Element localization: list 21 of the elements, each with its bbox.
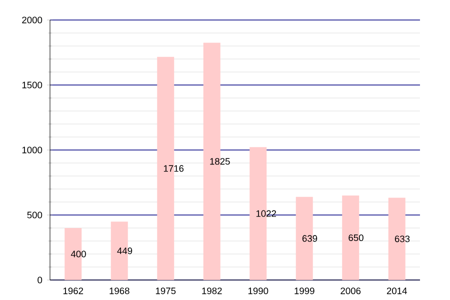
data-label: 449 (117, 248, 132, 254)
data-label: 1825 (210, 158, 230, 165)
y-tick-label: 0 (38, 276, 42, 284)
data-label: 639 (302, 235, 318, 242)
x-tick-label: 2006 (340, 288, 361, 294)
data-label: 1022 (256, 210, 276, 217)
x-tick-label: 1975 (156, 288, 176, 294)
x-tick-label: 1990 (248, 288, 268, 294)
x-tick-label: 1962 (63, 288, 84, 294)
y-tick-label: 2000 (22, 16, 42, 24)
y-tick-label: 1000 (22, 146, 42, 154)
data-label: 633 (394, 236, 410, 242)
y-tick-label: 500 (27, 212, 42, 218)
x-tick-label: 1982 (202, 288, 222, 294)
y-tick-label: 1500 (22, 82, 42, 88)
data-label: 400 (70, 250, 86, 258)
x-tick-label: 1968 (110, 288, 130, 294)
x-tick-label: 2014 (386, 288, 407, 294)
x-tick-label: 1999 (294, 288, 314, 294)
data-label: 650 (348, 234, 364, 242)
data-label: 1716 (164, 165, 184, 172)
